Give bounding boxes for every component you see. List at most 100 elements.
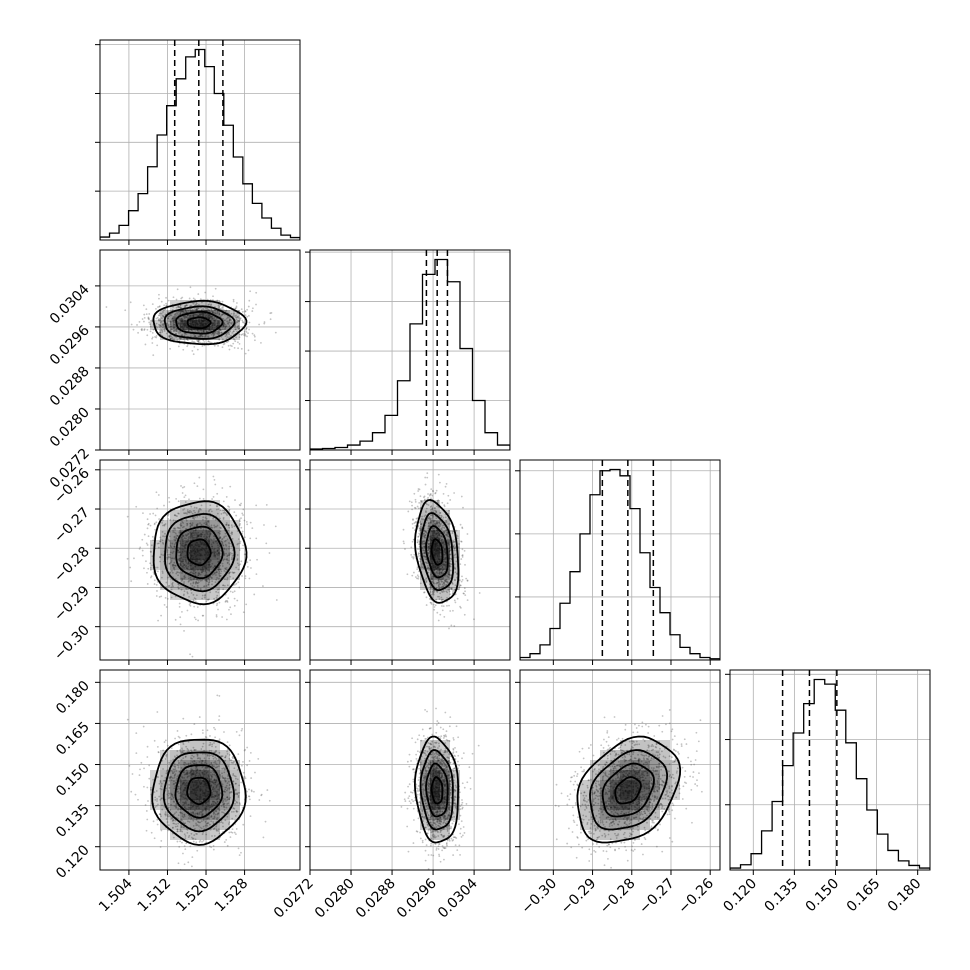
sample-point bbox=[187, 511, 190, 513]
sample-point bbox=[219, 555, 222, 558]
sample-point bbox=[196, 581, 199, 584]
sample-point bbox=[222, 584, 224, 587]
sample-point bbox=[208, 303, 211, 306]
sample-point bbox=[159, 324, 162, 327]
sample-point bbox=[175, 329, 178, 332]
sample-point bbox=[255, 504, 258, 507]
sample-point bbox=[263, 524, 265, 526]
sample-point bbox=[129, 301, 132, 304]
sample-point bbox=[230, 323, 233, 325]
sample-point bbox=[186, 524, 189, 527]
sample-point bbox=[172, 585, 174, 588]
sample-point bbox=[138, 547, 141, 550]
sample-point bbox=[146, 527, 149, 530]
sample-point bbox=[222, 512, 225, 514]
sample-point bbox=[233, 583, 236, 586]
sample-point bbox=[146, 544, 149, 546]
sample-point bbox=[249, 521, 252, 524]
sample-point bbox=[249, 751, 252, 754]
sample-point bbox=[221, 300, 224, 303]
sample-point bbox=[224, 532, 227, 535]
sample-point bbox=[234, 307, 237, 310]
sample-point bbox=[216, 492, 219, 495]
sample-point bbox=[137, 331, 139, 334]
sample-point bbox=[223, 570, 226, 572]
sample-point bbox=[160, 325, 162, 327]
sample-point bbox=[222, 588, 225, 591]
sample-point bbox=[187, 577, 190, 580]
sample-point bbox=[160, 320, 163, 323]
sample-point bbox=[232, 337, 235, 340]
sample-point bbox=[195, 308, 198, 311]
sample-point bbox=[158, 326, 161, 328]
sample-point bbox=[194, 335, 197, 338]
sample-point bbox=[140, 328, 143, 331]
sample-point bbox=[206, 598, 209, 601]
sample-point bbox=[236, 325, 239, 328]
sample-point bbox=[274, 525, 277, 528]
sample-point bbox=[186, 591, 189, 594]
sample-point bbox=[171, 564, 174, 566]
sample-point bbox=[178, 587, 180, 590]
sample-point bbox=[218, 574, 221, 577]
sample-point bbox=[227, 524, 230, 527]
sample-point bbox=[173, 546, 176, 548]
panel-2-0 bbox=[95, 459, 301, 665]
sample-point bbox=[199, 334, 201, 337]
sample-point bbox=[167, 513, 170, 516]
sample-point bbox=[456, 597, 459, 600]
sample-point bbox=[184, 304, 187, 307]
sample-point bbox=[175, 536, 178, 538]
sample-point bbox=[237, 847, 240, 850]
sample-point bbox=[242, 760, 244, 763]
sample-point bbox=[433, 606, 436, 608]
sample-point bbox=[178, 560, 181, 562]
sample-point bbox=[183, 485, 186, 488]
sample-point bbox=[234, 326, 236, 328]
sample-point bbox=[222, 500, 225, 503]
sample-point bbox=[201, 335, 204, 338]
sample-point bbox=[196, 485, 199, 488]
sample-point bbox=[169, 347, 172, 350]
sample-point bbox=[178, 605, 181, 608]
sample-point bbox=[270, 312, 273, 314]
sample-point bbox=[146, 786, 149, 789]
sample-point bbox=[188, 511, 191, 514]
sample-point bbox=[191, 512, 194, 515]
sample-point bbox=[158, 518, 161, 520]
sample-point bbox=[178, 310, 180, 313]
sample-point bbox=[168, 535, 171, 538]
sample-point bbox=[189, 522, 192, 525]
sample-point bbox=[243, 334, 246, 337]
sample-point bbox=[194, 581, 197, 584]
sample-point bbox=[231, 571, 234, 574]
sample-point bbox=[437, 619, 440, 622]
sample-point bbox=[461, 548, 464, 551]
sample-point bbox=[236, 326, 239, 329]
sample-point bbox=[206, 522, 208, 525]
sample-point bbox=[205, 523, 208, 526]
sample-point bbox=[453, 492, 456, 494]
sample-point bbox=[169, 329, 172, 332]
sample-point bbox=[242, 514, 244, 516]
sample-point bbox=[169, 542, 172, 545]
sample-point bbox=[161, 530, 164, 533]
sample-point bbox=[225, 838, 228, 841]
sample-point bbox=[218, 601, 221, 604]
sample-point bbox=[162, 322, 165, 325]
sample-point bbox=[172, 531, 175, 533]
sample-point bbox=[173, 319, 176, 322]
sample-point bbox=[229, 324, 231, 327]
sample-point bbox=[163, 741, 166, 743]
sample-point bbox=[191, 584, 194, 587]
sample-point bbox=[402, 528, 405, 531]
sample-point bbox=[145, 308, 148, 311]
sample-point bbox=[173, 527, 176, 530]
sample-point bbox=[169, 323, 172, 326]
sample-point bbox=[194, 303, 197, 306]
sample-point bbox=[238, 504, 241, 506]
sample-point bbox=[171, 338, 174, 341]
sample-point bbox=[245, 331, 248, 333]
sample-point bbox=[238, 320, 240, 323]
sample-point bbox=[225, 325, 228, 327]
